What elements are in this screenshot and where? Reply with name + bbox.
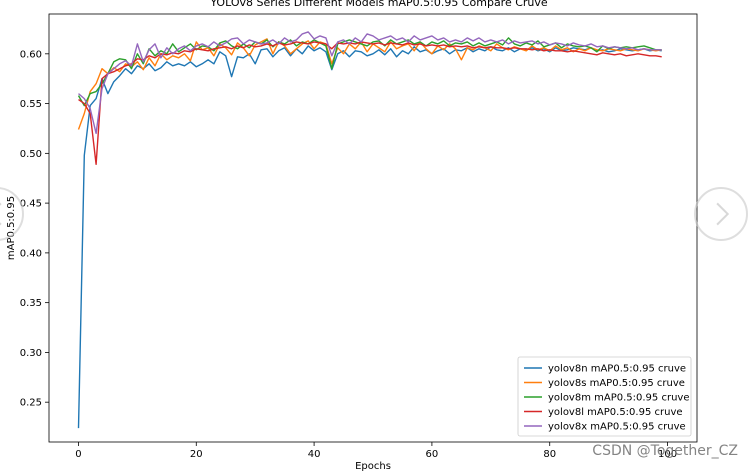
chart-title: YOLOv8 Series Different Models mAP0.5:0.… (209, 0, 548, 9)
legend-box (517, 356, 692, 437)
x-tick-label: 40 (308, 449, 321, 460)
series-line-1 (77, 45, 662, 429)
y-tick-label: 0.40 (20, 248, 42, 259)
series-line-2 (77, 38, 662, 130)
legend-entry: yolov8s mAP0.5:0.95 cruve (548, 378, 685, 389)
y-tick-label: 0.60 (20, 49, 42, 60)
y-tick-label: 0.25 (20, 398, 42, 409)
series-line-5 (78, 31, 662, 135)
legend: yolov8n mAP0.5:0.95 cruve yolov8s mAP0.5:… (517, 356, 692, 437)
x-tick-label: 100 (658, 449, 677, 460)
x-tick-label: 60 (426, 449, 439, 460)
legend-entry: yolov8m mAP0.5:0.95 cruve (548, 393, 689, 404)
y-tick-label: 0.50 (20, 149, 42, 160)
y-tick-label: 0.45 (20, 199, 42, 210)
x-tick-label: 80 (543, 449, 556, 460)
chevron-right-icon (706, 202, 730, 226)
legend-entry: yolov8l mAP0.5:0.95 cruve (548, 407, 683, 418)
watermark: CSDN @Together_CZ (592, 443, 738, 459)
y-tick-label: 0.55 (20, 99, 42, 110)
x-tick-label: 20 (190, 449, 203, 460)
y-tick-label: 0.35 (20, 298, 42, 309)
series-line-4 (78, 41, 662, 166)
x-tick-label: 0 (75, 449, 81, 460)
x-axis-ticks: 0 20 40 60 80 100 (75, 442, 677, 460)
chevron-left-icon (0, 202, 12, 226)
legend-entry: yolov8x mAP0.5:0.95 cruve (548, 422, 686, 433)
y-axis-ticks: 0.25 0.30 0.35 0.40 0.45 0.50 0.55 0.60 (20, 49, 49, 409)
y-tick-label: 0.30 (20, 348, 42, 359)
legend-entry: yolov8n mAP0.5:0.95 cruve (548, 364, 686, 375)
next-image-button[interactable] (694, 187, 748, 241)
series-layer (77, 31, 662, 429)
x-axis-label: Epochs (355, 461, 391, 471)
